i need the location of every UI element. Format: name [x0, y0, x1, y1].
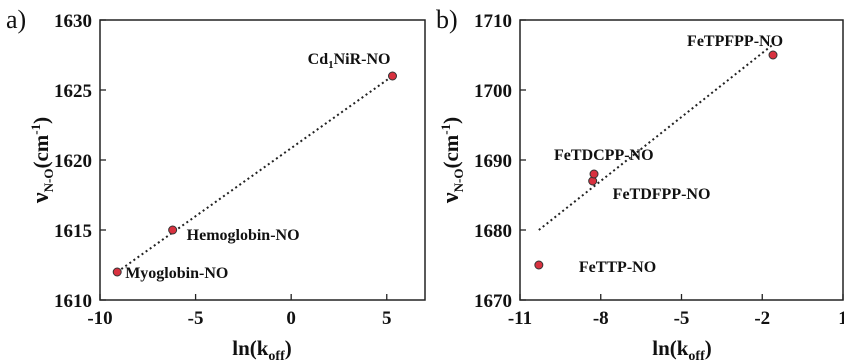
x-axis-label: ln(koff)	[652, 336, 712, 362]
y-axis-label: νN-O(cm-1)	[438, 117, 466, 204]
y-tick-label: 1610	[54, 291, 92, 312]
y-tick-label: 1690	[474, 151, 512, 172]
x-tick-label: -10	[87, 308, 112, 329]
data-point	[168, 225, 178, 235]
point-label: FeTDCPP-NO	[554, 147, 654, 164]
chart-panel-a: a) 1610 1615 1620 1625 1630 -10 -5 0 5 ln(koff) νN-…	[6, 5, 426, 362]
point-label: Myoglobin-NO	[125, 265, 228, 282]
point-label: FeTPFPP-NO	[687, 33, 783, 50]
x-tick-label: -2	[754, 308, 770, 329]
y-tick-label: 1700	[474, 81, 512, 102]
x-tick-label: -8	[593, 308, 609, 329]
panel-label: b)	[436, 5, 458, 34]
y-tick-label: 1710	[474, 11, 512, 32]
y-tick-label: 1620	[54, 151, 92, 172]
point-label: Hemoglobin-NO	[187, 227, 300, 244]
point-label: Cd1NiR-NO	[308, 51, 391, 71]
y-tick-label: 1670	[474, 291, 512, 312]
trendline	[116, 75, 394, 273]
x-tick-label: -5	[188, 308, 204, 329]
point-label: FeTDFPP-NO	[613, 186, 711, 203]
y-tick-label: 1630	[54, 11, 92, 32]
data-point	[768, 50, 778, 60]
point-label: FeTTP-NO	[579, 259, 656, 276]
x-tick-label: -11	[508, 308, 532, 329]
y-tick-label: 1615	[54, 221, 92, 242]
x-tick-label: 5	[382, 308, 392, 329]
x-tick-label: 1	[838, 308, 844, 329]
data-point	[388, 71, 397, 81]
data-point	[589, 169, 599, 179]
y-axis-label: νN-O(cm-1)	[28, 117, 56, 204]
y-tick-label: 1625	[54, 81, 92, 102]
panel-label: a)	[6, 5, 26, 34]
y-tick-label: 1680	[474, 221, 512, 242]
chart-panel-b: b) 1670 1680 1690 1700 1710 -11 -8 -5 -2 1 ln(koff)…	[436, 5, 844, 362]
data-point	[112, 267, 122, 277]
x-tick-label: 0	[286, 308, 296, 329]
data-point	[534, 260, 544, 270]
x-axis-label: ln(koff)	[232, 336, 292, 362]
x-tick-label: -5	[674, 308, 690, 329]
